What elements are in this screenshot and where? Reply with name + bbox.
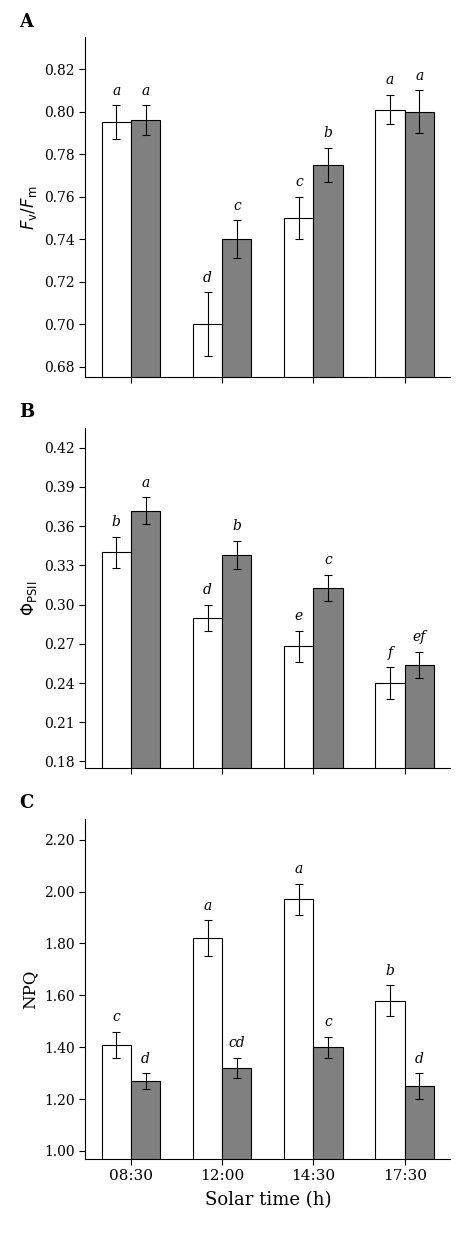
Bar	[222, 239, 251, 1246]
Bar	[193, 618, 222, 997]
Bar	[405, 664, 434, 997]
Text: c: c	[324, 1015, 332, 1029]
Text: b: b	[324, 126, 332, 141]
Bar	[375, 1001, 405, 1246]
Text: c: c	[112, 1011, 120, 1024]
Bar	[131, 1082, 160, 1246]
Text: d: d	[203, 270, 212, 285]
Text: C: C	[19, 794, 34, 812]
Text: a: a	[141, 476, 150, 490]
Bar	[193, 324, 222, 1246]
Bar	[284, 647, 313, 997]
Text: c: c	[233, 198, 241, 213]
Text: c: c	[324, 553, 332, 567]
Bar	[313, 588, 343, 997]
Bar	[313, 1047, 343, 1246]
Text: a: a	[141, 83, 150, 98]
X-axis label: Solar time (h): Solar time (h)	[205, 1191, 331, 1210]
Text: d: d	[141, 1052, 150, 1065]
Bar	[222, 554, 251, 997]
Y-axis label: $F_{\rm v}/F_{\rm m}$: $F_{\rm v}/F_{\rm m}$	[18, 186, 38, 229]
Bar	[405, 112, 434, 1246]
Text: a: a	[295, 862, 303, 876]
Bar	[284, 218, 313, 1246]
Text: e: e	[295, 609, 303, 623]
Bar	[405, 1087, 434, 1246]
Text: B: B	[19, 404, 35, 421]
Text: b: b	[112, 515, 121, 530]
Y-axis label: NPQ: NPQ	[22, 969, 38, 1008]
Text: d: d	[415, 1052, 424, 1065]
Bar	[313, 164, 343, 1246]
Bar	[284, 900, 313, 1246]
Text: f: f	[388, 645, 392, 660]
Bar	[102, 552, 131, 997]
Bar	[375, 683, 405, 997]
Text: cd: cd	[228, 1037, 245, 1050]
Text: a: a	[386, 74, 394, 87]
Text: b: b	[386, 963, 394, 978]
Text: A: A	[19, 12, 34, 31]
Bar	[193, 938, 222, 1246]
Bar	[222, 1068, 251, 1246]
Text: a: a	[112, 83, 120, 98]
Text: a: a	[415, 69, 423, 83]
Bar	[375, 110, 405, 1246]
Text: b: b	[232, 520, 241, 533]
Bar	[131, 511, 160, 997]
Text: d: d	[203, 583, 212, 597]
Text: ef: ef	[412, 630, 426, 644]
Text: c: c	[295, 176, 303, 189]
Bar	[131, 120, 160, 1246]
Text: a: a	[203, 898, 212, 912]
Bar	[102, 122, 131, 1246]
Y-axis label: $\Phi_{\rm PSII}$: $\Phi_{\rm PSII}$	[18, 581, 39, 616]
Bar	[102, 1044, 131, 1246]
